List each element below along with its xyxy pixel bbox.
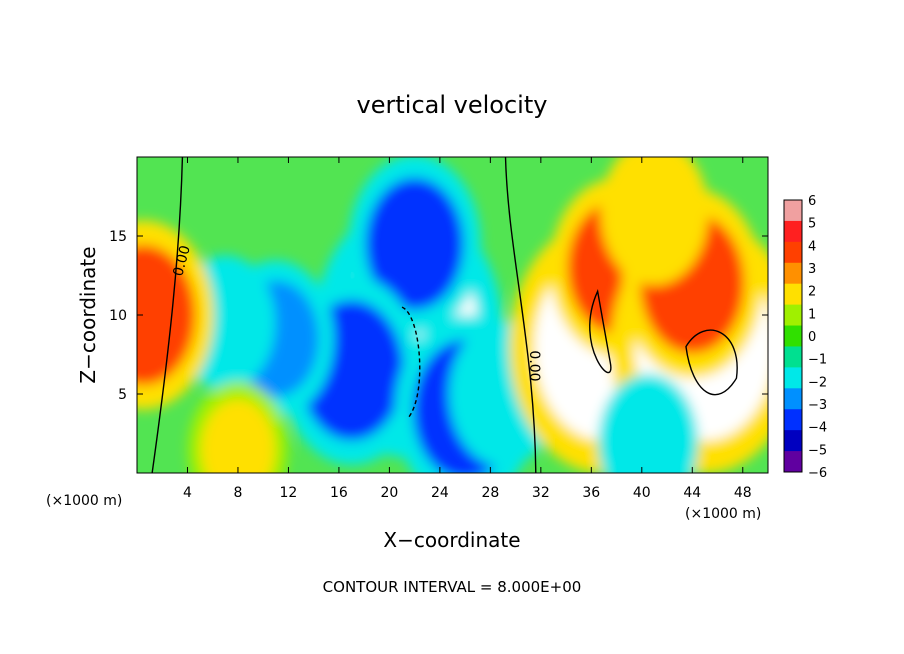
colorbar-swatch xyxy=(784,220,802,243)
colorbar-swatch xyxy=(784,283,802,306)
colorbar-frame xyxy=(783,199,803,473)
y-tick-label: 5 xyxy=(118,387,127,403)
y-tick-label: 15 xyxy=(109,229,127,245)
colorbar-swatch xyxy=(784,241,802,264)
y-tick-label: 10 xyxy=(109,308,127,324)
colorbar-tick-label: −2 xyxy=(808,375,827,390)
colorbar: 6 5 4 3 2 1 0 −1 −2 −3 −4 −5 −6 xyxy=(783,194,827,481)
colorbar-swatch xyxy=(784,304,802,327)
colorbar-tick-label: 6 xyxy=(808,194,816,209)
x-tick-label: 48 xyxy=(734,485,752,501)
colorbar-tick-label: −4 xyxy=(808,421,827,436)
colorbar-swatch xyxy=(784,388,802,410)
x-tick-label: 12 xyxy=(280,485,298,501)
y-axis-label: Z−coordinate xyxy=(76,246,100,383)
contour-interval-note: CONTOUR INTERVAL = 8.000E+00 xyxy=(323,578,582,596)
colorbar-swatch xyxy=(784,451,802,473)
colorbar-tick-label: −6 xyxy=(808,466,827,481)
colorbar-tick-label: 0 xyxy=(808,330,816,345)
x-tick-label: 36 xyxy=(582,485,600,501)
x-tick-label: 8 xyxy=(233,485,242,501)
colorbar-tick-label: −3 xyxy=(808,398,827,413)
x-ticks: 4 8 12 16 20 24 28 32 36 40 44 48 xyxy=(183,157,752,501)
negative-contour xyxy=(401,306,421,419)
colorbar-swatch xyxy=(784,430,802,452)
y-ticks: 5 10 15 xyxy=(109,229,768,403)
field-blob xyxy=(137,245,196,385)
colorbar-tick-label: 3 xyxy=(808,262,816,277)
x-tick-label: 24 xyxy=(431,485,449,501)
chart-title: vertical velocity xyxy=(357,91,548,119)
colorbar-tick-label: 4 xyxy=(808,239,816,254)
positive-contour-left xyxy=(589,288,612,374)
x-tick-label: 20 xyxy=(380,485,398,501)
colorbar-swatch xyxy=(784,262,802,285)
x-tick-label: 4 xyxy=(183,485,192,501)
colorbar-swatch xyxy=(784,367,802,389)
x-tick-label: 32 xyxy=(532,485,550,501)
colorbar-tick-label: 1 xyxy=(808,307,816,322)
field-blob xyxy=(614,158,695,267)
field-blobs xyxy=(137,157,768,473)
x-tick-label: 16 xyxy=(330,485,348,501)
x-tick-label: 28 xyxy=(481,485,499,501)
colorbar-swatch xyxy=(784,200,802,222)
plot-area xyxy=(137,157,768,473)
x-tick-label: 40 xyxy=(633,485,651,501)
zero-contour-right xyxy=(504,157,537,473)
colorbar-tick-label: −5 xyxy=(808,443,827,458)
x-tick-label: 44 xyxy=(683,485,701,501)
colorbar-tick-label: 2 xyxy=(808,285,816,300)
colorbar-tick-label: 5 xyxy=(808,217,816,232)
field-blob xyxy=(200,399,275,473)
x-axis-label: X−coordinate xyxy=(383,528,520,552)
contour-label-right: 0.00 xyxy=(526,350,542,381)
x-unit-right: (×1000 m) xyxy=(685,506,761,522)
field-blob xyxy=(611,391,686,473)
contour-label-left: 0.00 xyxy=(170,244,194,278)
positive-contour-right xyxy=(685,329,738,396)
contour-lines xyxy=(151,157,738,473)
colorbar-swatch xyxy=(784,325,802,347)
colorbar-swatch xyxy=(784,409,802,431)
field-blob xyxy=(365,177,464,310)
x-unit-left: (×1000 m) xyxy=(46,493,122,509)
colorbar-tick-label: −1 xyxy=(808,353,827,368)
zero-contour-left xyxy=(151,157,184,473)
colorbar-swatch xyxy=(784,346,802,368)
